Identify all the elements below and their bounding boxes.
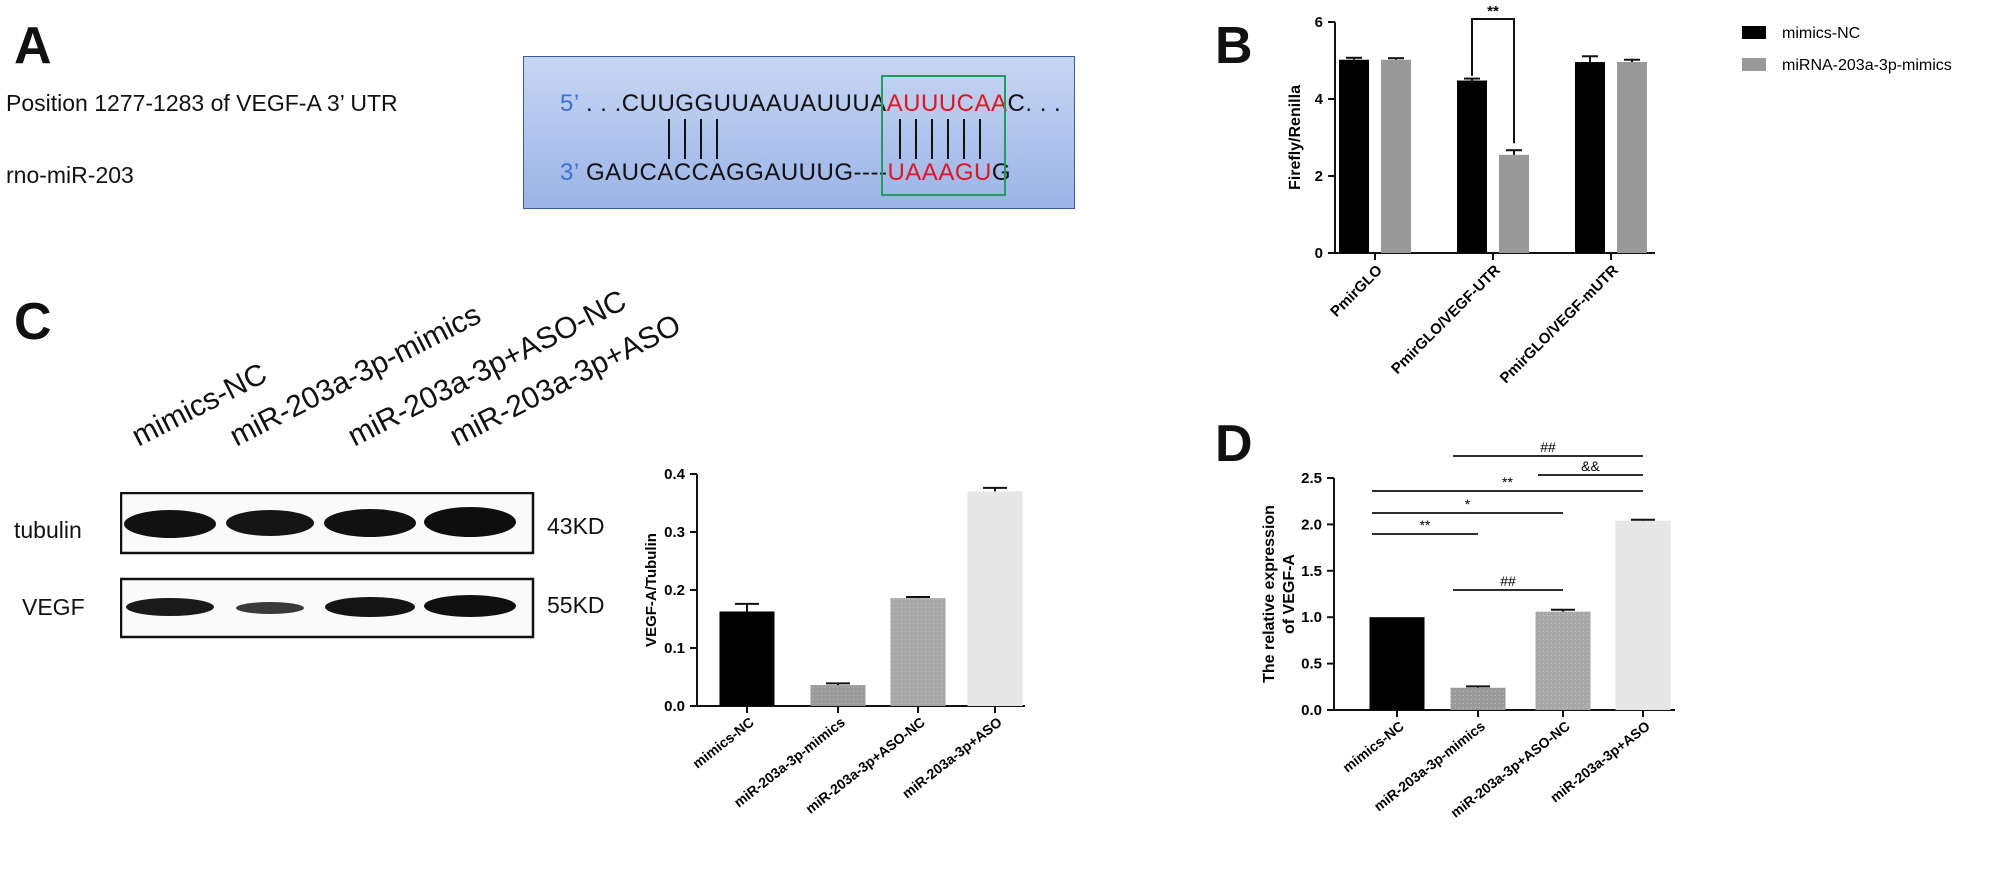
x-tick-label: PmirGLO	[1327, 262, 1386, 321]
utr-seed-match: AUUUCAA	[886, 90, 1008, 117]
y-tick-label: 0.5	[1301, 656, 1322, 673]
bar	[1615, 520, 1671, 710]
y-tick-label: 2.0	[1301, 516, 1322, 533]
seed-region-box	[881, 75, 1006, 196]
bar	[967, 491, 1023, 706]
y-tick-label: 0.4	[664, 466, 686, 483]
utr-seq-suffix: C. . .	[1007, 90, 1062, 117]
chart-d-relative-expression: 0.0 0.5 1.0 1.5 2.0 2.5 The relative expressio…	[1261, 439, 1675, 821]
significance-label: *	[1465, 496, 1471, 512]
sequence-alignment-box: 5’ . . .CUUGGUUAAUAUUUAAUUUCAAC. . . 3’ …	[523, 56, 1075, 209]
significance-label: &&	[1581, 458, 1600, 474]
y-axis-title: The relative expression	[1261, 505, 1278, 683]
y-tick-label: 0.1	[664, 640, 685, 657]
y-tick-label: 2	[1315, 168, 1323, 185]
y-tick-label: 2.5	[1301, 470, 1322, 487]
bar	[1339, 59, 1369, 254]
mirna-seed: UAAAGU	[887, 159, 992, 186]
vegf-band	[325, 597, 415, 617]
significance-label: **	[1502, 474, 1513, 490]
pair-line	[915, 119, 917, 159]
bar	[1575, 62, 1605, 253]
significance-label: ##	[1500, 573, 1516, 589]
bar	[1457, 80, 1487, 254]
y-tick-label: 0.0	[1301, 702, 1322, 719]
x-tick-label: mimics-NC	[1339, 718, 1406, 776]
tubulin-band	[226, 510, 314, 536]
pair-line	[979, 119, 981, 159]
pair-line	[684, 119, 686, 159]
bar	[1381, 59, 1411, 254]
y-axis-title: of VEGF-A	[1281, 554, 1298, 634]
legend-swatch	[1742, 26, 1766, 39]
panel-letter-a: A	[14, 17, 52, 75]
utr-sequence: 5’ . . .CUUGGUUAAUAUUUAAUUUCAAC. . .	[560, 90, 1061, 118]
y-tick-label: 4	[1315, 91, 1324, 108]
tubulin-band	[424, 507, 516, 537]
blot-image	[120, 492, 535, 639]
western-blot: mimics-NC miR-203a-3p-mimics miR-203a-3p…	[0, 280, 686, 650]
significance-bracket	[1471, 18, 1515, 144]
significance-label: **	[1420, 517, 1431, 533]
y-tick-label: 1.0	[1301, 609, 1322, 626]
pair-line	[947, 119, 949, 159]
three-prime-label: 3’	[560, 159, 579, 186]
tubulin-size: 43KD	[547, 513, 605, 539]
utr-seq-prefix: . . .CUUGGUUAAUAUUUA	[585, 90, 887, 117]
pair-line	[931, 119, 933, 159]
vegf-band	[236, 602, 304, 614]
vegf-size: 55KD	[547, 592, 605, 618]
pair-line	[700, 119, 702, 159]
panel-letter-c: C	[14, 293, 52, 351]
panel-letter-b: B	[1215, 17, 1253, 75]
bar	[1499, 154, 1529, 253]
chart-c-quantification: 0.00.10.20.30.4VEGF-A/Tubulinmimics-NCmi…	[643, 466, 1025, 817]
tubulin-band	[124, 510, 216, 538]
pair-line	[899, 119, 901, 159]
legend-label: miRNA-203a-3p-mimics	[1782, 57, 1952, 74]
y-tick-label: 6	[1315, 14, 1323, 31]
y-tick-label: 0.3	[664, 524, 685, 541]
x-tick-label: PmirGLO/VEGF-mUTR	[1497, 262, 1622, 387]
pair-line	[668, 119, 670, 159]
legend-label: mimics-NC	[1782, 25, 1860, 42]
vegf-band	[126, 598, 214, 616]
utr-position-label: Position 1277-1283 of VEGF-A 3’ UTR	[6, 90, 398, 116]
vegf-band	[424, 595, 516, 617]
x-tick-label: mimics-NC	[689, 714, 756, 772]
y-axis-title: VEGF-A/Tubulin	[643, 533, 660, 647]
bar	[1369, 617, 1425, 710]
bar	[890, 598, 946, 706]
legend-swatch	[1742, 58, 1766, 71]
y-tick-label: 0	[1315, 245, 1323, 262]
x-tick-label: PmirGLO/VEGF-UTR	[1388, 262, 1504, 378]
significance-label: ##	[1540, 439, 1556, 455]
bar	[719, 611, 775, 706]
bar	[1617, 62, 1647, 253]
y-tick-label: 0.2	[664, 582, 685, 599]
bar	[1535, 611, 1591, 710]
pair-line	[963, 119, 965, 159]
tubulin-label: tubulin	[14, 517, 82, 543]
y-tick-label: 0.0	[664, 698, 685, 715]
mirna-name-label: rno-miR-203	[6, 162, 134, 188]
y-axis-title: Firefly/Renilla	[1287, 85, 1304, 190]
tubulin-band	[324, 509, 416, 537]
bar	[1450, 687, 1506, 710]
panel-letter-d: D	[1215, 415, 1253, 473]
pair-line	[716, 119, 718, 159]
y-tick-label: 1.5	[1301, 563, 1322, 580]
mirna-seq-prefix: GAUCACCAGGAUUUG----	[585, 159, 888, 186]
significance-label: **	[1487, 3, 1499, 20]
bar	[810, 685, 866, 706]
chart-b-luciferase: 0 2 4 6 Firefly/Renilla PmirGLO PmirGLO/VEGF-U…	[1287, 3, 1952, 387]
vegf-label: VEGF	[22, 594, 85, 620]
five-prime-label: 5’	[560, 90, 579, 117]
